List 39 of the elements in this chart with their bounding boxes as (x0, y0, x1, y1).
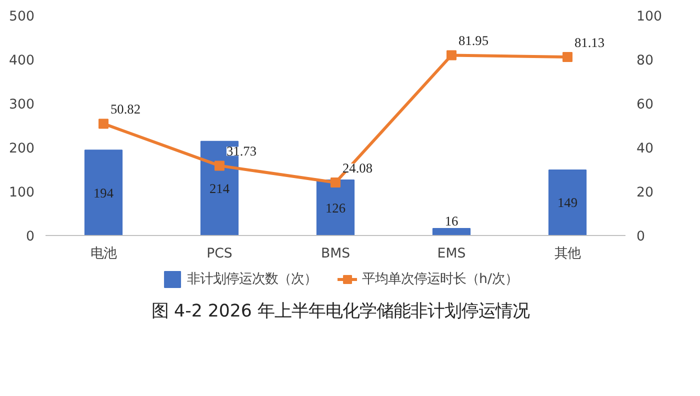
legend-label: 非计划停运次数（次） (187, 270, 318, 288)
point (562, 52, 572, 62)
y2-tick-label: 40 (636, 142, 654, 156)
data-label: 24.08 (342, 160, 373, 176)
data-label: 149 (558, 195, 578, 210)
data-label: 214 (210, 180, 230, 196)
data-label: 81.95 (458, 33, 489, 48)
y2-tick-label: 60 (636, 98, 654, 112)
x-tick-label: PCS (206, 246, 232, 262)
data-label: 50.82 (110, 102, 141, 117)
text: 图 4-2 2026 年上半年电化学储能非计划停运情况 (152, 302, 530, 322)
y2-tick-label: 100 (636, 10, 662, 24)
y-tick-label: 500 (9, 10, 35, 24)
bar (548, 169, 587, 236)
y2-tick-label: 0 (636, 230, 645, 244)
data-label: 16 (444, 213, 458, 228)
data-label: 81.13 (574, 35, 605, 50)
y-tick-label: 200 (9, 142, 35, 156)
y2-tick-label: 80 (636, 54, 654, 68)
bar (84, 150, 123, 236)
bar (316, 180, 355, 236)
data-label: 31.73 (226, 144, 257, 159)
data-label: 194 (94, 185, 114, 200)
data-label: 126 (326, 200, 346, 216)
y-tick-label: 300 (9, 98, 35, 112)
x-tick-label: BMS (320, 246, 350, 262)
y-tick-label: 100 (9, 186, 35, 200)
y-tick-label: 400 (9, 54, 35, 68)
point (98, 118, 108, 129)
point (330, 178, 340, 188)
y-tick-label: 0 (26, 230, 35, 244)
y2-tick-label: 20 (636, 186, 654, 200)
legend-label: 平均单次停运时长（h/次） (362, 271, 518, 288)
point (446, 50, 456, 60)
bar (432, 228, 471, 236)
point (214, 160, 224, 171)
x-tick-label: EMS (437, 246, 466, 262)
x-tick-label: 电池 (90, 246, 116, 262)
x-tick-label: 其他 (554, 246, 580, 262)
